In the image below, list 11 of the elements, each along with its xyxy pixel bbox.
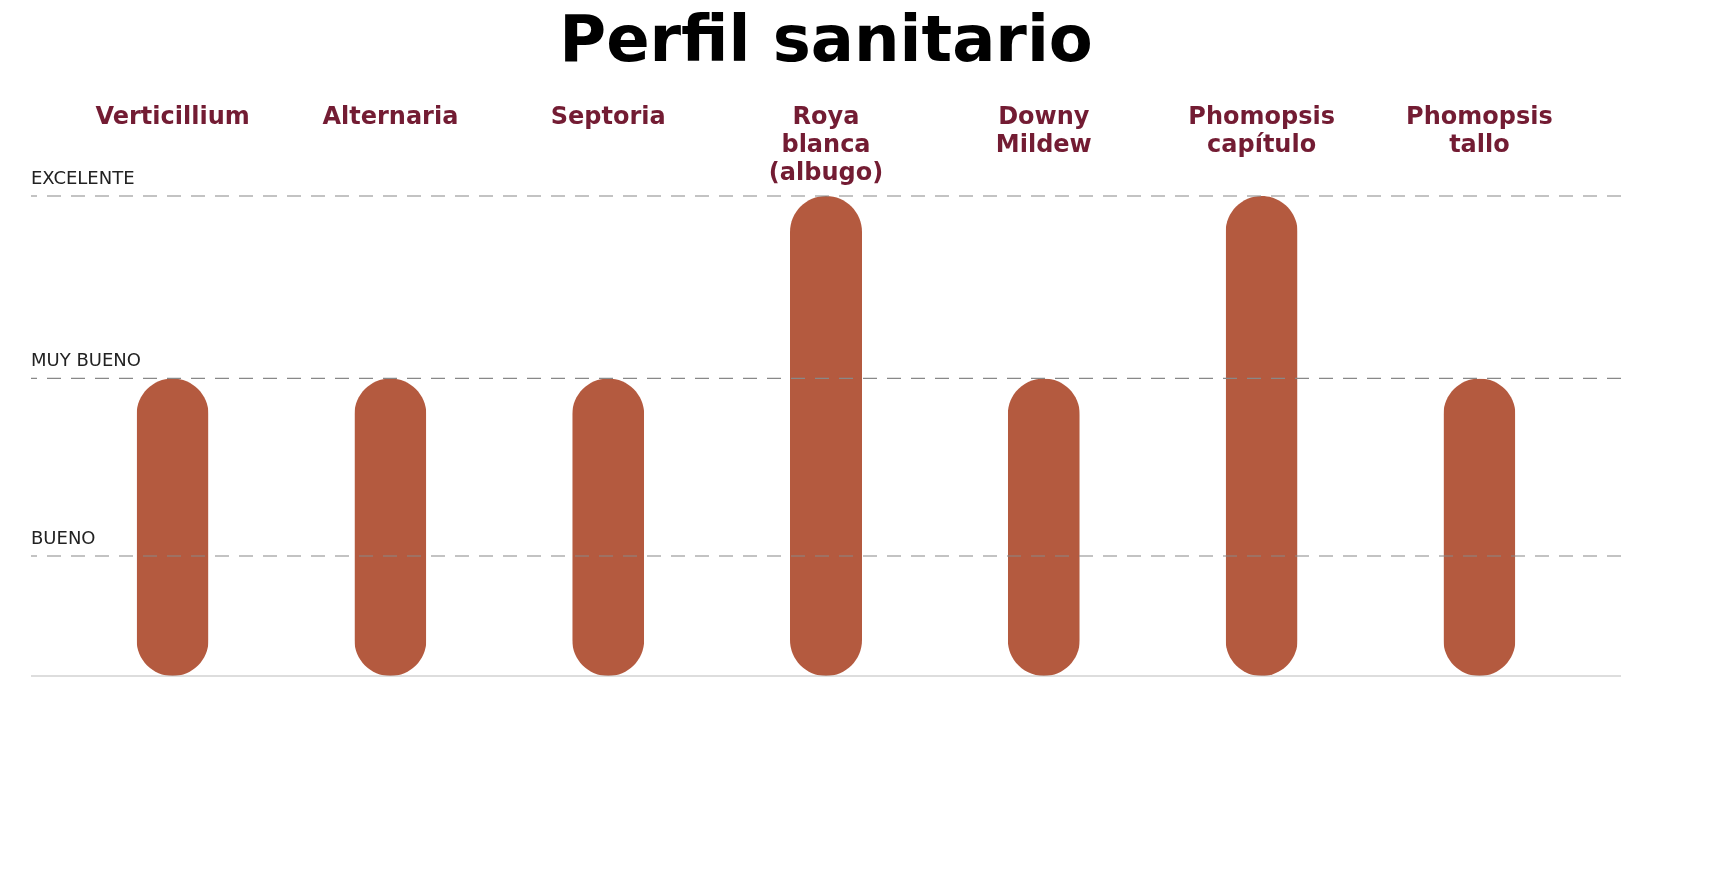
x-tick-label: Phomopsis tallo — [1406, 101, 1553, 158]
x-tick-label: Septoria — [550, 101, 666, 130]
x-tick-label: Alternaria — [322, 101, 459, 130]
x-tick-label: Phomopsis capítulo — [1188, 101, 1335, 158]
x-tick-label: Roya blanca (albugo) — [768, 101, 884, 186]
ref-line-label: MUY BUENO — [31, 349, 141, 371]
x-tick-label: Downy Mildew — [995, 101, 1092, 158]
x-tick-label: Verticillium — [95, 101, 250, 130]
ref-line-label: EXCELENTE — [31, 167, 135, 188]
ref-line-label: BUENO — [31, 527, 96, 548]
chart-title: Perfil sanitario — [559, 2, 1093, 76]
